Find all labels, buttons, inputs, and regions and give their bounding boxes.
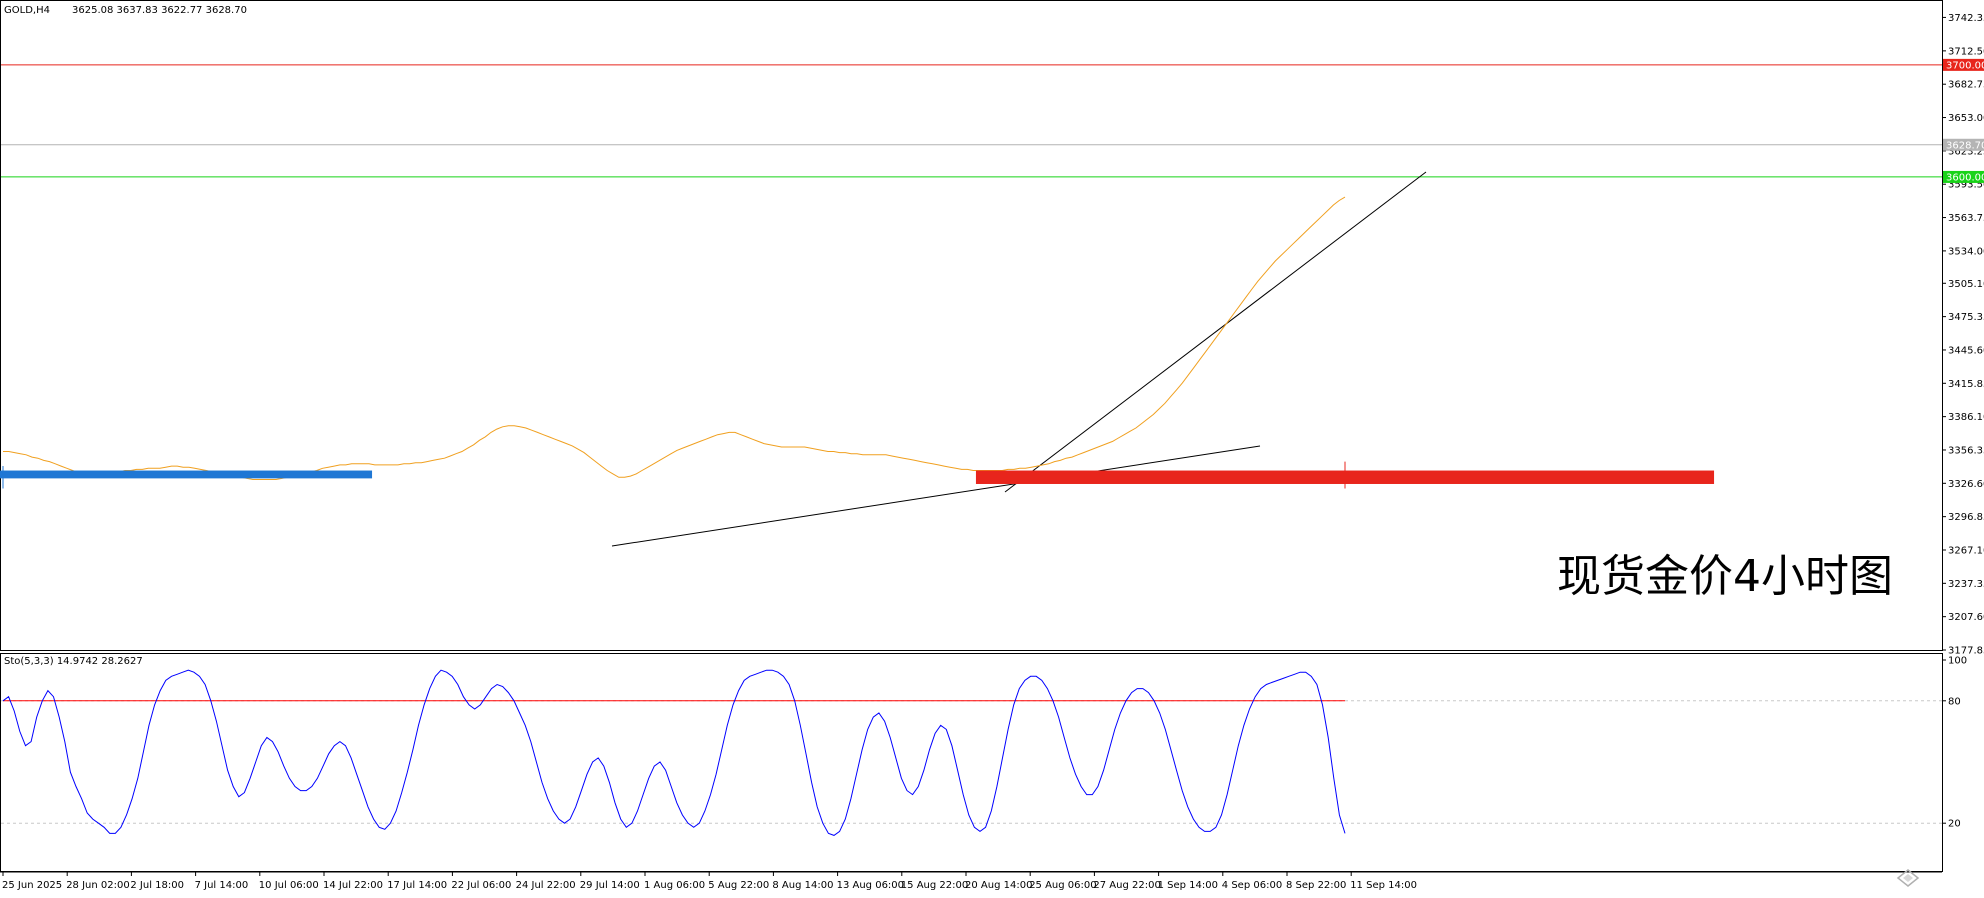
price-tick-label: 3415.85 [1948,379,1984,390]
price-tick-label: 3653.00 [1948,113,1984,124]
support-level-tag [1943,170,1984,183]
chart-annotation: 现货金价4小时图 [1557,551,1893,602]
price-tags: 3700.00 3600.00 3628.70 [1943,58,1984,183]
time-tick-label: 27 Aug 22:00 [1093,880,1160,891]
time-tick-label: 29 Jul 14:00 [580,880,640,891]
price-tick-label: 3386.10 [1948,412,1984,423]
logo-inner-icon [1903,874,1913,882]
stochastic-pane: Sto(5,3,3) 14.9742 28.2627 100 80 20 [0,653,1967,872]
price-tick-label: 3534.00 [1948,246,1984,257]
price-tick-label: 3177.85 [1948,646,1984,657]
stochastic-tick-label: 100 [1948,656,1967,667]
time-tick-label: 10 Jul 06:00 [259,880,319,891]
current-price-tag-label: 3628.70 [1946,140,1984,151]
price-tick-label: 3267.10 [1948,545,1984,556]
time-tick-label: 14 Jul 22:00 [323,880,383,891]
time-tick-label: 5 Aug 22:00 [708,880,769,891]
price-tick-label: 3593.50 [1948,180,1984,191]
stochastic-label: Sto(5,3,3) 14.9742 28.2627 [4,656,143,667]
time-tick-label: 11 Sep 14:00 [1350,880,1417,891]
moving-average-line [3,196,1346,480]
time-tick-label: 22 Jul 06:00 [451,880,511,891]
time-tick-label: 28 Jun 02:00 [66,880,130,891]
time-tick-label: 8 Sep 22:00 [1286,880,1346,891]
stochastic-main-line [2,669,1346,836]
time-tick-label: 15 Aug 22:00 [901,880,968,891]
price-tick-label: 3296.85 [1948,512,1984,523]
price-tick-label: 3326.60 [1948,479,1984,490]
resistance-level-tag-label: 3700.00 [1946,60,1984,71]
time-tick-label: 13 Aug 06:00 [837,880,904,891]
stochastic-tick-label: 80 [1948,696,1961,707]
time-tick-label: 8 Aug 14:00 [772,880,833,891]
header-ohlc: 3625.08 3637.83 3622.77 3628.70 [72,5,247,16]
time-tick-label: 2 Jul 18:00 [130,880,184,891]
main-pane-frame [0,0,1943,651]
logo-diamond-icon [1896,869,1920,887]
price-tick-label: 3563.75 [1948,213,1984,224]
time-tick-label: 24 Jul 22:00 [516,880,576,891]
time-tick-label: 20 Aug 14:00 [965,880,1032,891]
stochastic-levels [1,700,1942,824]
time-axis: 25 Jun 2025 28 Jun 02:00 2 Jul 18:00 7 Jul … [0,871,1942,891]
time-tick-label: 17 Jul 14:00 [387,880,447,891]
time-tick-label: 1 Aug 06:00 [644,880,705,891]
price-tick-label: 3207.60 [1948,612,1984,623]
price-tick-label: 3237.35 [1948,579,1984,590]
price-levels [1,64,1942,178]
price-tick-label: 3742.35 [1948,13,1984,24]
price-axis: 3742.35 3712.50 3682.75 3653.00 3623.25 3593.… [1942,13,1984,657]
time-tick-label: 25 Aug 06:00 [1029,880,1096,891]
current-price-tag [1943,138,1984,151]
header-symbol: GOLD,H4 [4,5,50,16]
stochastic-axis: 100 80 20 [1942,656,1967,830]
watermark-logo: ​ [1896,869,1920,887]
support-level-tag-label: 3600.00 [1946,172,1984,183]
candle-body [975,470,1715,484]
price-tick-label: 3712.50 [1948,46,1984,57]
trendline-upper [1004,171,1427,493]
trendlines [611,171,1427,547]
stochastic-pane-frame [0,653,1943,872]
price-tick-label: 3356.35 [1948,445,1984,456]
price-tick-label: 3445.60 [1948,345,1984,356]
time-tick-label: 4 Sep 06:00 [1222,880,1282,891]
stochastic-tick-label: 20 [1948,819,1961,830]
candle-body [0,470,373,479]
price-tick-label: 3475.35 [1948,312,1984,323]
main-pane: GOLD,H4 3625.08 3637.83 3622.77 3628.70 … [0,0,1984,657]
candles [0,461,1715,489]
price-tick-label: 3682.75 [1948,80,1984,91]
resistance-level-tag [1943,58,1984,71]
trendline-lower [611,445,1261,547]
price-tick-label: 3505.10 [1948,279,1984,290]
time-tick-label: 1 Sep 14:00 [1158,880,1218,891]
time-tick-label: 25 Jun 2025 [2,880,62,891]
time-tick-label: 7 Jul 14:00 [195,880,249,891]
price-tick-label: 3623.25 [1948,146,1984,157]
